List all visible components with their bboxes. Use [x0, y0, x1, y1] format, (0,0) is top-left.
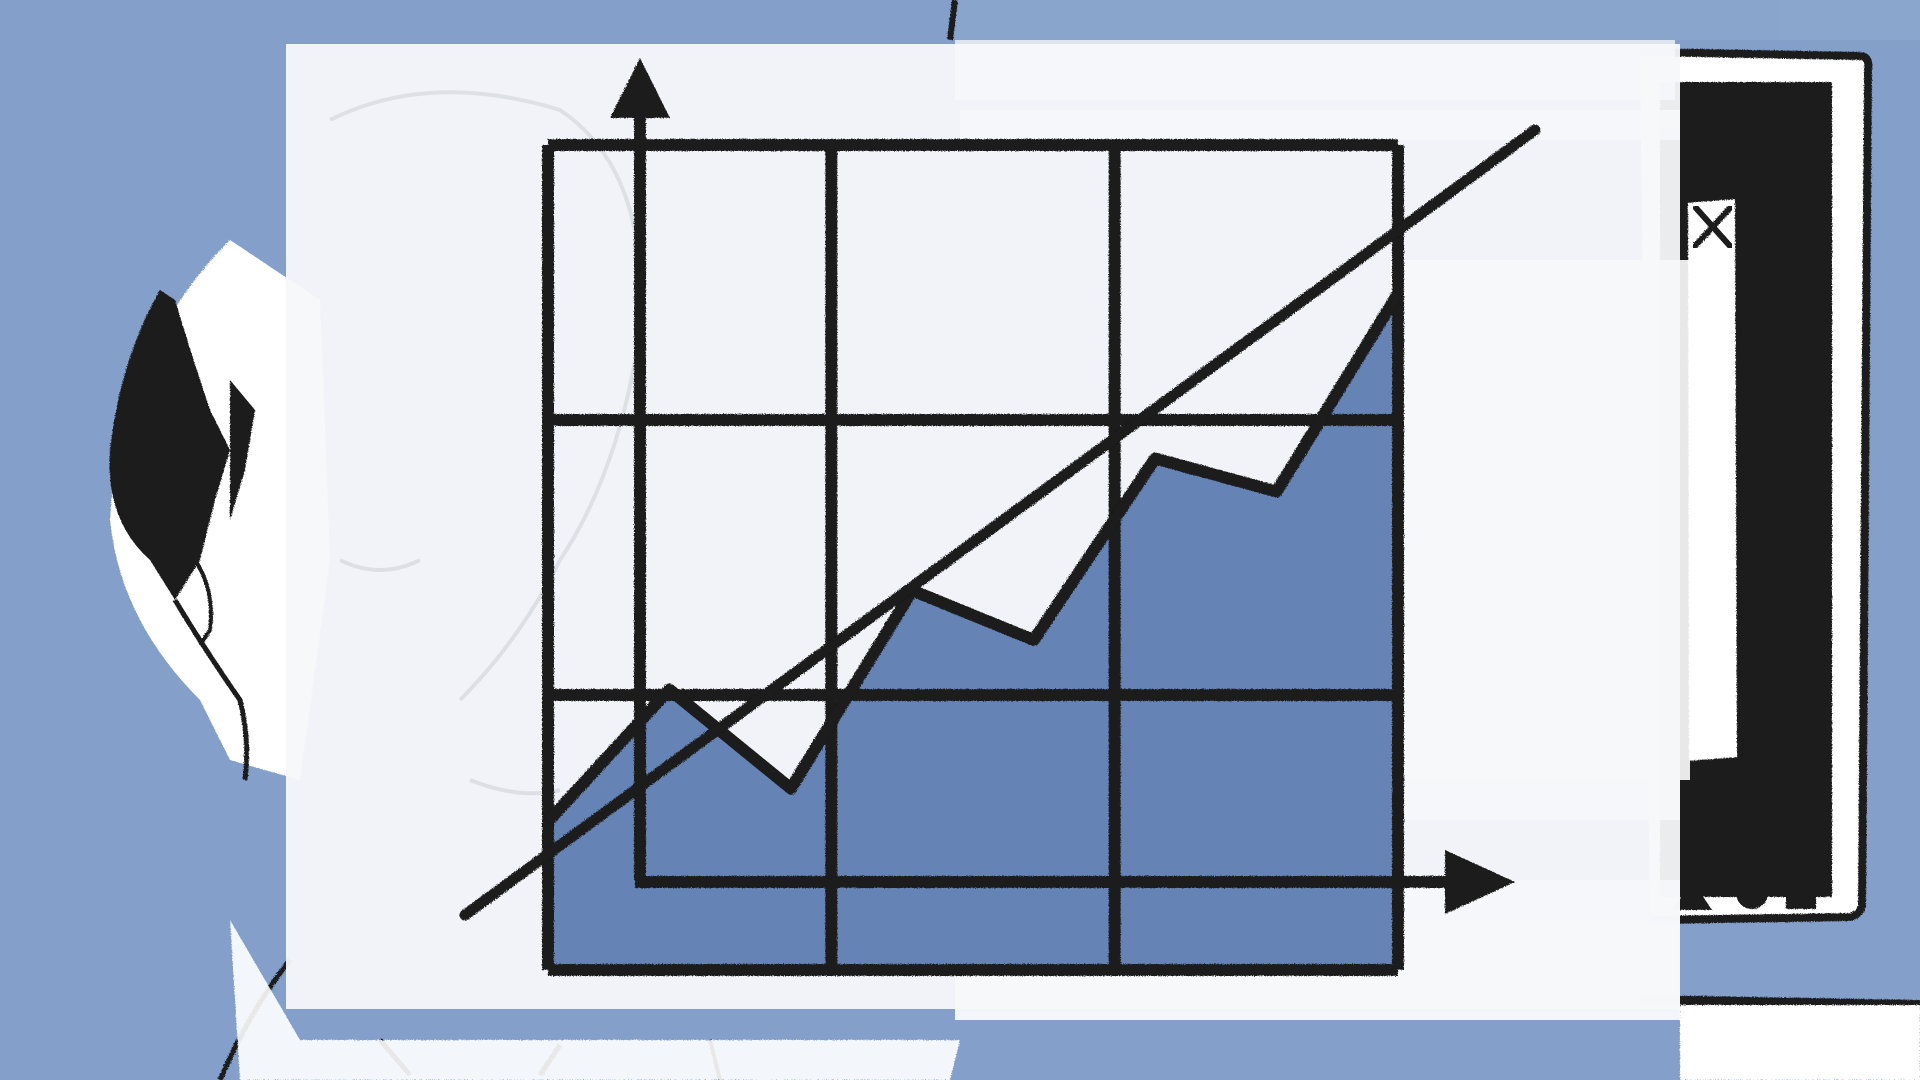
- chart-area: [548, 293, 1398, 970]
- close-icon[interactable]: [1692, 205, 1733, 249]
- rising-chart-icon: [459, 58, 1541, 976]
- y-axis-arrow: [610, 58, 670, 118]
- triangle-icon: [1672, 880, 1712, 910]
- chart-line: [543, 290, 1404, 826]
- person-sketch-icon: [109, 0, 960, 1080]
- x-axis-arrow: [1445, 850, 1515, 914]
- square-icon: [1786, 877, 1816, 909]
- monitor-window: [1681, 192, 1744, 768]
- circle-icon: [1736, 877, 1768, 909]
